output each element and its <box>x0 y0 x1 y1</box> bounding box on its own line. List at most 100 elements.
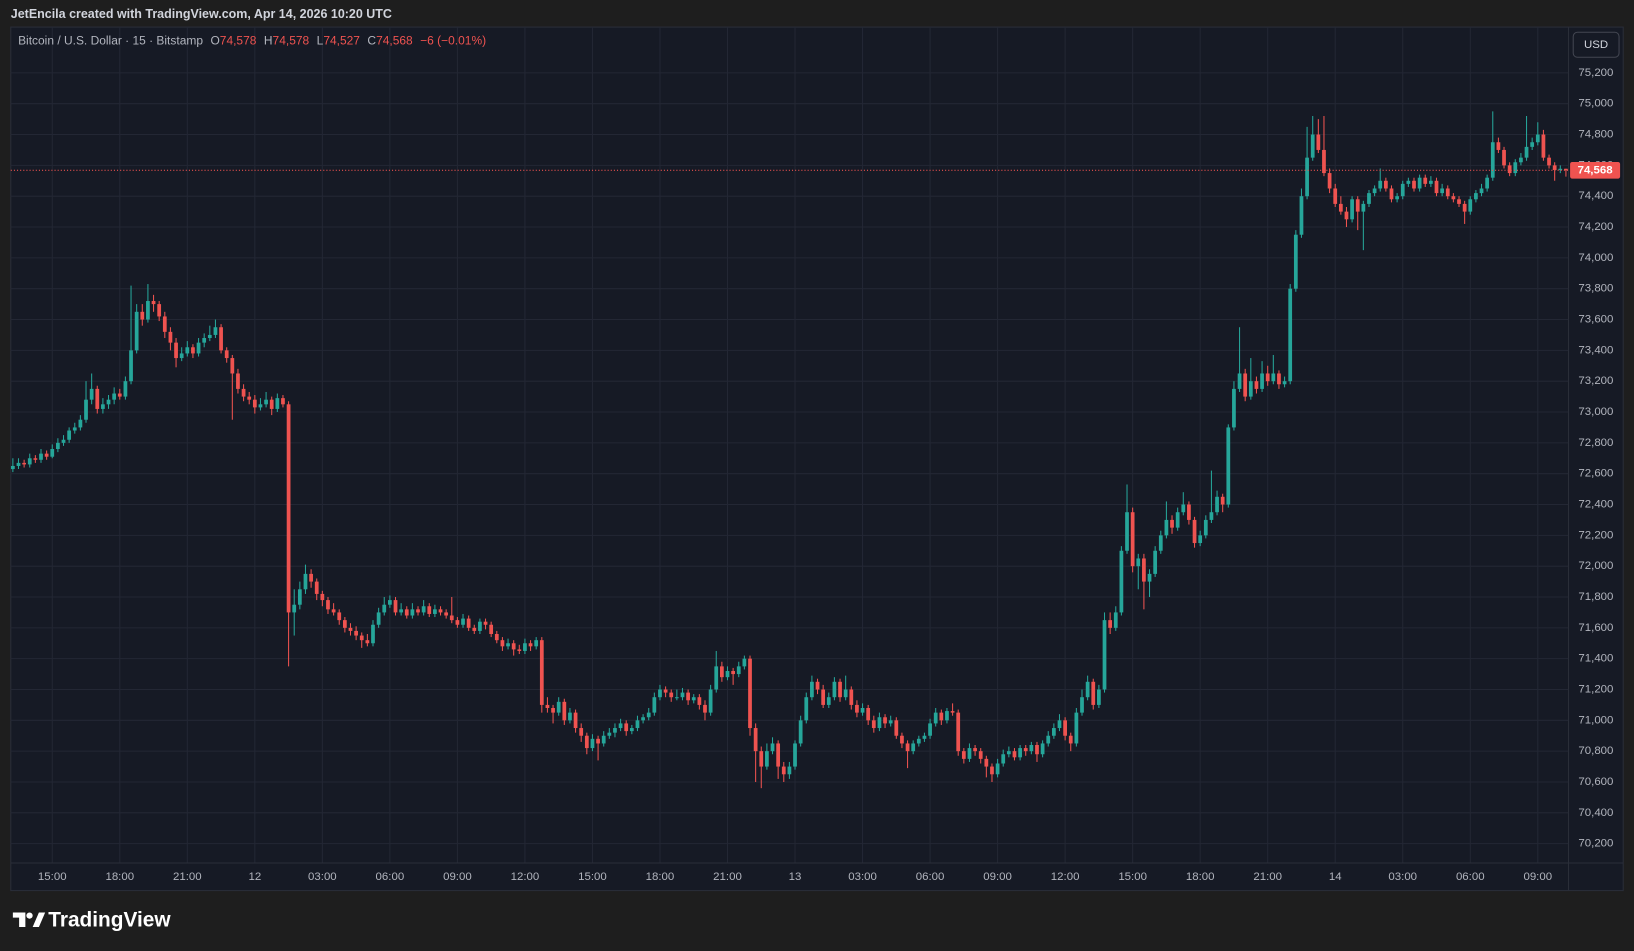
candle-body <box>1552 165 1557 170</box>
candle-body <box>933 712 938 724</box>
candle-body <box>1310 134 1315 158</box>
credit: JetEncila created with TradingView.com, … <box>11 7 392 21</box>
logo <box>12 912 46 928</box>
candle-body <box>134 311 139 351</box>
currency-button[interactable] <box>1572 31 1620 58</box>
candle-body <box>1023 748 1028 752</box>
candle-body <box>162 316 167 332</box>
y-tick-label: 70,600 <box>1578 776 1613 788</box>
candle-body <box>686 692 690 701</box>
x-tick-label: 03:00 <box>848 871 877 883</box>
candle-body <box>196 342 201 354</box>
candle-body <box>494 634 499 641</box>
candle-body <box>207 334 212 339</box>
candle-body <box>1153 550 1158 574</box>
candle-body <box>742 658 747 667</box>
candle-body <box>843 689 848 698</box>
candle-body <box>140 311 145 320</box>
candle-body <box>399 609 404 613</box>
candle-body <box>1248 381 1253 397</box>
candle-body <box>1412 180 1416 189</box>
candle-body <box>1338 203 1343 212</box>
x-tick-label: 14 <box>1329 871 1342 883</box>
legend-label: C <box>367 34 376 48</box>
candle-body <box>523 643 527 651</box>
candle-body <box>821 689 826 705</box>
legend-value: 74,568 <box>376 34 413 48</box>
candle-body <box>78 419 83 428</box>
x-tick-label: 06:00 <box>376 871 405 883</box>
candle-body <box>1299 196 1304 235</box>
candle-body <box>1440 188 1445 194</box>
x-tick-label: 09:00 <box>443 871 472 883</box>
y-tick-label: 73,200 <box>1578 375 1613 387</box>
candle-body <box>1232 388 1236 428</box>
candle-body <box>534 640 539 647</box>
candle-body <box>281 398 285 405</box>
candle-body <box>894 720 899 736</box>
candle-body <box>112 393 117 400</box>
candle-body <box>95 388 100 409</box>
candle-body <box>1327 173 1332 189</box>
x-tick-label: 21:00 <box>173 871 202 883</box>
candle-body <box>72 427 77 431</box>
candle-body <box>1012 751 1017 758</box>
candle-body <box>922 735 927 739</box>
candle-body <box>309 573 313 582</box>
y-tick-label: 71,200 <box>1578 684 1613 696</box>
candle-body <box>1479 188 1484 194</box>
candle-body <box>1254 381 1259 389</box>
candle-body <box>1051 728 1056 736</box>
candle-body <box>241 388 246 397</box>
candle-body <box>528 643 533 647</box>
candle-body <box>545 704 550 708</box>
candle-body <box>354 630 358 636</box>
candle-body <box>1147 573 1152 582</box>
candle-body <box>877 717 882 729</box>
candle-body <box>945 711 949 721</box>
candle-body <box>815 681 820 690</box>
candle-body <box>1361 203 1366 212</box>
x-tick-label: 15:00 <box>38 871 67 883</box>
y-tick-label: 72,400 <box>1578 499 1613 511</box>
candle-body <box>27 458 32 465</box>
x-tick-label: 03:00 <box>1388 871 1417 883</box>
y-tick-label: 71,800 <box>1578 591 1613 603</box>
candle-body <box>84 399 88 420</box>
x-tick-label: 21:00 <box>1253 871 1282 883</box>
candle-body <box>1119 550 1124 613</box>
candle-body <box>1125 512 1129 551</box>
candle-body <box>568 712 572 721</box>
currency-label[interactable]: USD <box>1584 39 1608 51</box>
candle-body <box>202 338 207 343</box>
candle-body <box>303 573 308 590</box>
candle-body <box>973 748 977 752</box>
candle-body <box>1091 681 1096 705</box>
candle-body <box>1068 735 1073 744</box>
candle-body <box>1462 203 1467 212</box>
candle-body <box>1558 168 1563 170</box>
candle-body <box>1378 180 1383 189</box>
y-tick-label: 70,400 <box>1578 807 1613 819</box>
candle-body <box>539 640 544 705</box>
candle-body <box>1451 196 1456 200</box>
candle-body <box>416 609 420 613</box>
candle-body <box>39 453 43 460</box>
candle-body <box>748 658 752 729</box>
y-tick-label: 72,600 <box>1578 468 1613 480</box>
candle-body <box>421 606 426 613</box>
candle-body <box>1541 134 1546 158</box>
candle-body <box>466 618 471 628</box>
candle-body <box>168 331 173 343</box>
candle-body <box>556 701 561 713</box>
candle-body <box>185 347 190 354</box>
legend-label: O <box>210 34 219 48</box>
candle-body <box>1316 134 1321 150</box>
candle-body <box>388 600 392 605</box>
x-tick-label: 09:00 <box>1523 871 1552 883</box>
candle-body <box>646 712 651 718</box>
candle-body <box>697 697 702 705</box>
candle-body <box>776 743 781 767</box>
candle-body <box>607 732 612 736</box>
candle-body <box>1074 712 1079 744</box>
